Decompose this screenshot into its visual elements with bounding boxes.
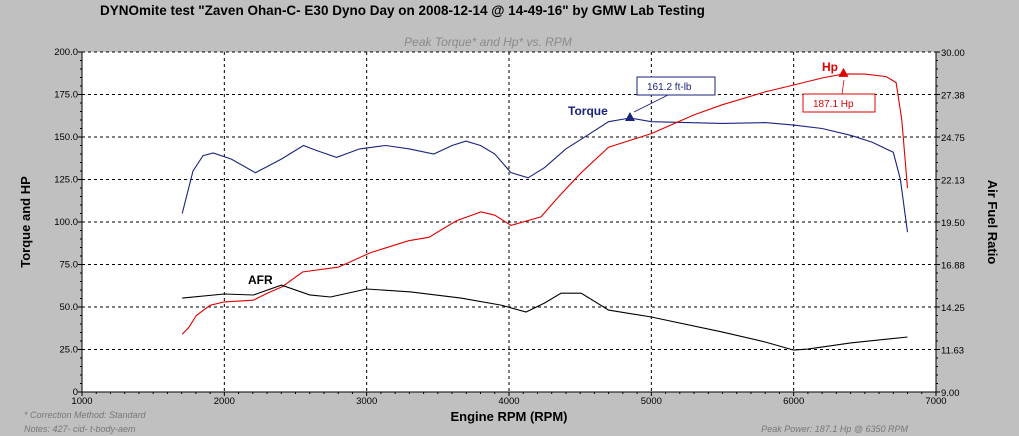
- y-axis-label: Torque and HP: [18, 176, 33, 268]
- x-tick-label: 7000: [925, 396, 946, 407]
- series-line-afr: [182, 284, 908, 351]
- y2-tick-label: 19.50: [941, 218, 965, 229]
- y2-tick-label: 24.75: [941, 133, 965, 144]
- chart-title: DYNOmite test "Zaven Ohan-C- E30 Dyno Da…: [100, 3, 705, 18]
- y2-tick-label: 27.38: [941, 91, 965, 102]
- peak-torque-label: 161.2 ft-lb: [647, 82, 692, 93]
- series-line-hp: [181, 73, 909, 335]
- y-tick-label: 0: [73, 387, 78, 398]
- peak-power-note: Peak Power: 187.1 Hp @ 6350 RPM: [761, 424, 908, 434]
- y2-tick-label: 22.13: [941, 176, 965, 187]
- y-tick-label: 125.0: [54, 175, 78, 186]
- y2-tick-label: 16.88: [941, 261, 965, 272]
- torque-series-label: Torque: [568, 104, 608, 118]
- peak-torque-marker: [624, 111, 635, 121]
- y-tick-label: 75.0: [60, 260, 79, 271]
- y-tick-label: 200.0: [54, 47, 78, 58]
- y2-tick-label: 9.00: [941, 388, 960, 399]
- peak-hp-label: 187.1 Hp: [813, 99, 854, 110]
- peak-hp-marker: [838, 67, 849, 77]
- series: [181, 73, 909, 351]
- hp-series-label: Hp: [822, 60, 838, 74]
- y2-tick-label: 11.63: [941, 346, 964, 357]
- y2-tick-label: 14.25: [941, 303, 965, 314]
- series-line-torque: [181, 117, 909, 233]
- x-tick-label: 2000: [214, 396, 235, 407]
- peak-hp-leader: [841, 79, 845, 95]
- afr-series-label: AFR: [248, 273, 273, 287]
- x-tick-label: 5000: [641, 396, 662, 407]
- y2-tick-label: 30.00: [941, 48, 965, 59]
- x-tick-label: 4000: [498, 396, 519, 407]
- y2-axis-label: Air Fuel Ratio: [985, 180, 1000, 265]
- peak-torque-leader: [633, 94, 669, 113]
- x-tick-label: 1000: [71, 396, 92, 407]
- y-tick-label: 175.0: [54, 90, 78, 101]
- correction-note: * Correction Method: Standard: [24, 410, 147, 420]
- annotations: Torque Hp AFR 161.2 ft-lb 187.1 Hp: [248, 60, 876, 287]
- peak-torque-box: [636, 76, 716, 96]
- y-tick-label: 150.0: [54, 132, 78, 143]
- chart-subtitle: Peak Torque* and Hp* vs. RPM: [404, 35, 572, 49]
- x-tick-label: 6000: [783, 396, 804, 407]
- axes: 1000 2000 3000 4000 5000 6000 7000 0 25.0 50.0 75.…: [54, 47, 965, 407]
- notes: Notes: 427- cid- t-body-aem: [24, 424, 136, 434]
- y-tick-label: 100.0: [54, 217, 78, 228]
- x-axis-label: Engine RPM (RPM): [451, 409, 568, 424]
- x-tick-label: 3000: [356, 396, 377, 407]
- y-tick-label: 25.0: [60, 345, 79, 356]
- peak-hp-box: [802, 93, 876, 113]
- y-tick-label: 50.0: [60, 302, 79, 313]
